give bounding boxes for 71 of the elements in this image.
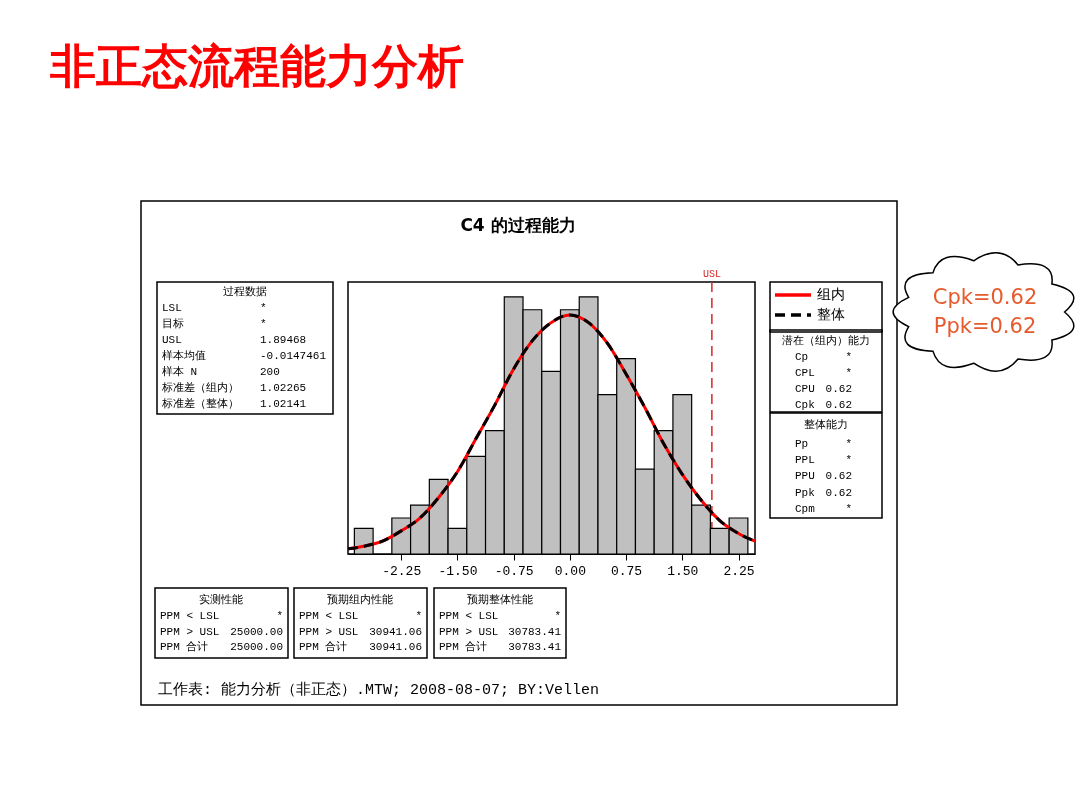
- text: PPM < LSL: [439, 610, 499, 622]
- text: 样本 N: [162, 364, 198, 378]
- text: *: [260, 317, 267, 330]
- text: Cpm: [795, 502, 816, 515]
- text: PPM > USL: [439, 625, 499, 638]
- text: PPM > USL: [160, 625, 220, 638]
- text: 整体能力: [804, 418, 848, 431]
- legend-label: 组内: [817, 287, 845, 303]
- text: Cp: [795, 351, 809, 363]
- text: CPL: [795, 367, 815, 379]
- x-tick-label: 0.00: [554, 563, 586, 579]
- text: Ppk: [795, 486, 816, 499]
- text: 30783.41: [508, 625, 562, 638]
- chart-subtitle: C4 的过程能力: [460, 215, 576, 235]
- text: Pp: [795, 438, 809, 450]
- text: *: [845, 454, 852, 467]
- text: 潜在（组内）能力: [782, 334, 870, 347]
- text: *: [415, 610, 422, 622]
- text: 标准差（整体）: [161, 397, 239, 411]
- text: 30783.41: [508, 641, 562, 653]
- ref-line-label: USL: [702, 269, 721, 280]
- text: Cpk=0.62: [932, 285, 1038, 309]
- text: 25000.00: [230, 641, 283, 653]
- text: 工作表: 能力分析（非正态）.MTW; 2008-08-07; BY:Vellen: [158, 681, 600, 699]
- text: -0.0147461: [260, 349, 327, 362]
- text: PPM 合计: [299, 640, 348, 653]
- text: USL: [162, 333, 182, 346]
- text: 30941.06: [369, 625, 422, 638]
- x-tick-label: -2.25: [382, 563, 422, 579]
- x-tick-label: 1.50: [667, 563, 699, 579]
- text: LSL: [162, 301, 182, 314]
- text: PPL: [795, 454, 815, 467]
- text: *: [276, 610, 283, 622]
- text: 1.89468: [260, 333, 307, 346]
- text: PPM < LSL: [160, 610, 220, 622]
- text: CPU: [795, 383, 815, 395]
- text: 1.02141: [260, 398, 307, 411]
- text: 0.62: [825, 399, 852, 411]
- text: 0.62: [825, 486, 852, 499]
- text: PPM < LSL: [299, 610, 359, 622]
- x-tick-label: 0.75: [610, 563, 643, 579]
- legend-label: 整体: [817, 307, 845, 323]
- text: PPM 合计: [439, 640, 488, 653]
- text: Cpk: [795, 399, 816, 411]
- x-tick-label: -0.75: [494, 563, 534, 579]
- text: PPM 合计: [160, 640, 209, 653]
- text: 25000.00: [230, 625, 283, 638]
- text: 过程数据: [223, 285, 267, 298]
- text: *: [845, 351, 852, 363]
- text: *: [845, 438, 852, 450]
- text: Ppk=0.62: [933, 314, 1037, 338]
- text: PPM > USL: [299, 625, 359, 638]
- text: 标准差（组内）: [161, 381, 239, 394]
- text: 实测性能: [199, 593, 243, 606]
- text: 样本均值: [162, 348, 206, 362]
- text: 1.02265: [260, 382, 307, 394]
- text: 预期整体性能: [467, 593, 533, 606]
- text: 0.62: [825, 383, 852, 395]
- text: 预期组内性能: [327, 593, 393, 606]
- text: 200: [260, 365, 280, 378]
- text: PPU: [795, 470, 815, 483]
- chart-title: 非正态流程能力分析: [49, 39, 464, 93]
- text: 目标: [162, 317, 184, 330]
- text: *: [845, 502, 852, 515]
- text: *: [260, 301, 267, 314]
- x-tick-label: -1.50: [438, 563, 478, 579]
- x-tick-label: 2.25: [723, 563, 755, 579]
- text: 30941.06: [369, 641, 422, 653]
- text: 0.62: [825, 470, 852, 483]
- text: *: [554, 610, 561, 622]
- text: *: [845, 367, 852, 379]
